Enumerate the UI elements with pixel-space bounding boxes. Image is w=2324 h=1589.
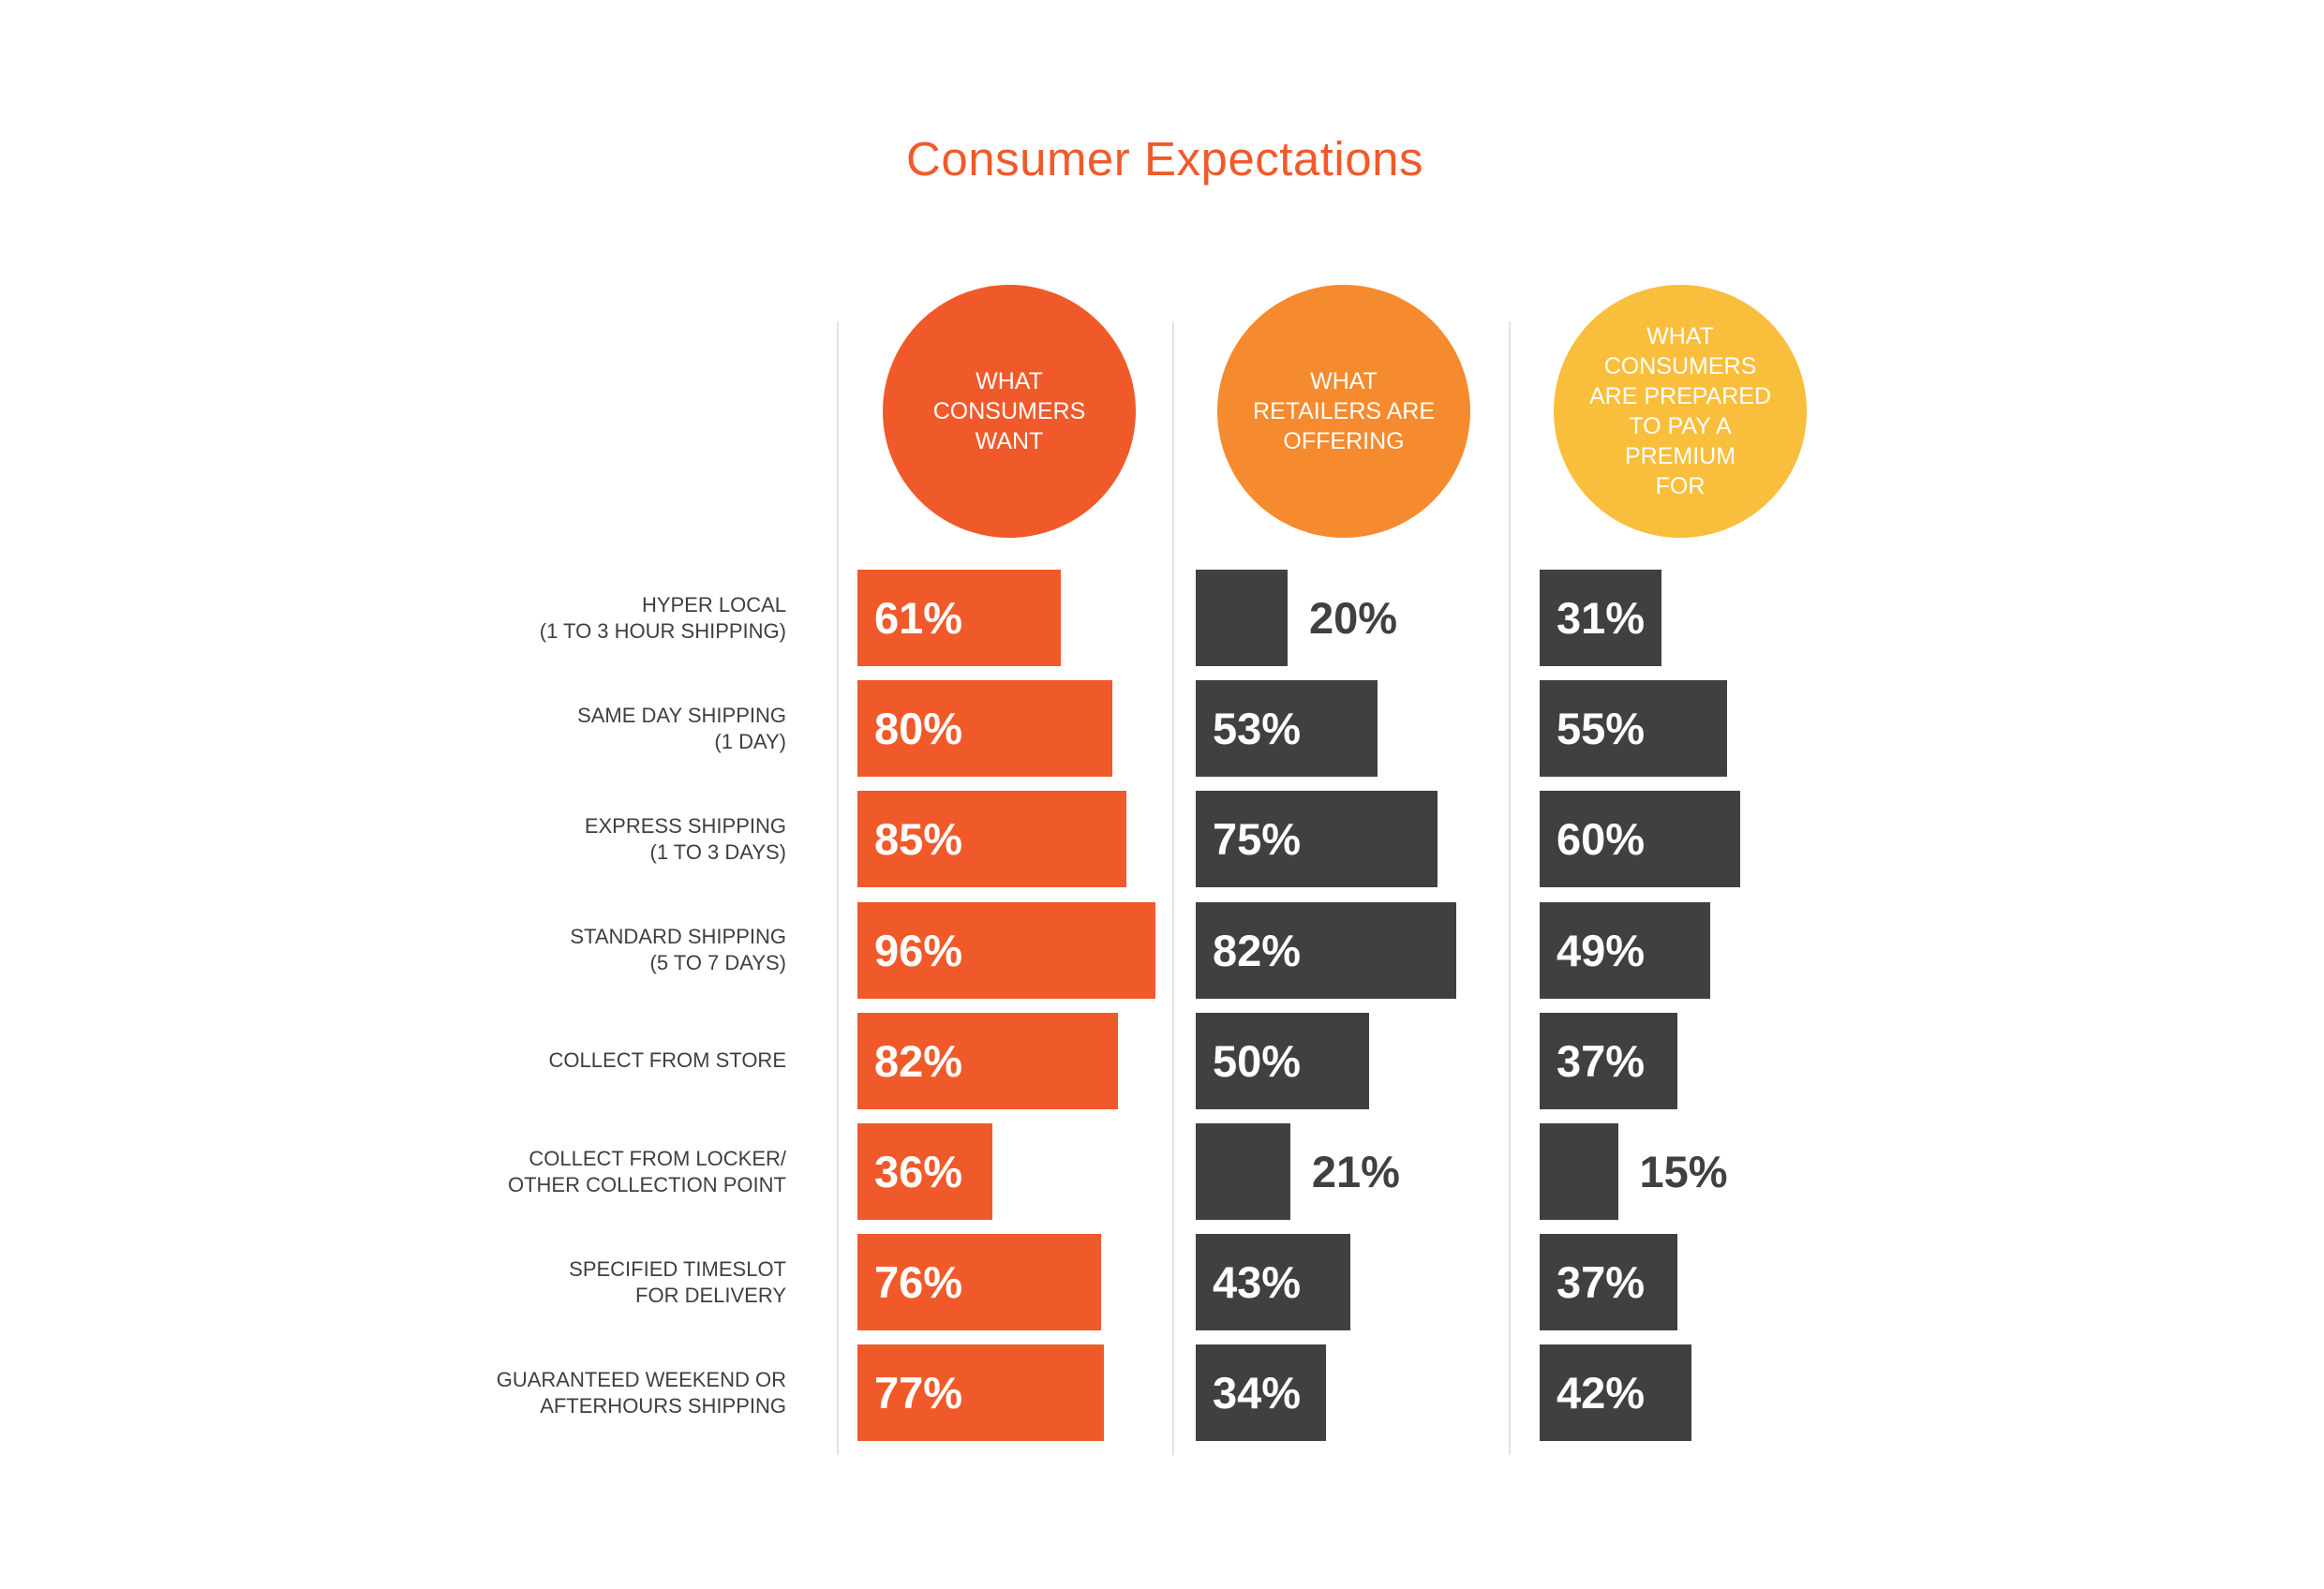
series-header-circle: WHAT RETAILERS ARE OFFERING — [1217, 285, 1470, 538]
series-header-label: WHAT CONSUMERS ARE PREPARED TO PAY A PRE… — [1588, 323, 1772, 499]
bar — [857, 1234, 1102, 1331]
bar-value-label: 75% — [1213, 814, 1302, 865]
bar-value-label: 43% — [1213, 1257, 1302, 1308]
bar — [1196, 1234, 1350, 1331]
chart-title: Consumer Expectations — [906, 132, 1423, 186]
bar — [1540, 1234, 1678, 1331]
category-label-text: STANDARD SHIPPING (5 TO 7 DAYS) — [570, 925, 786, 975]
bar-value-label: 76% — [874, 1257, 963, 1308]
bar — [1540, 1012, 1678, 1109]
category-label-text: EXPRESS SHIPPING (1 TO 3 DAYS) — [584, 813, 786, 864]
category-label-text: SPECIFIED TIMESLOT FOR DELIVERY — [569, 1256, 786, 1307]
bar — [857, 1012, 1118, 1109]
category-label-text: SAME DAY SHIPPING (1 DAY) — [577, 703, 786, 753]
series-header-label: WHAT RETAILERS ARE OFFERING — [1252, 368, 1436, 454]
bar-value-label: 96% — [874, 925, 963, 975]
bar — [1196, 1344, 1326, 1442]
bar — [1196, 680, 1378, 778]
category-label-text: GUARANTEED WEEKEND OR AFTERHOURS SHIPPIN… — [496, 1367, 786, 1418]
bar-value-label: 53% — [1213, 704, 1302, 754]
bar-value-label: 34% — [1213, 1368, 1302, 1418]
bar-value-label: 37% — [1557, 1257, 1646, 1308]
category-label: SAME DAY SHIPPING (1 DAY) — [393, 680, 786, 777]
bar-value-label: 36% — [874, 1147, 963, 1196]
bar — [857, 901, 1156, 999]
bar — [857, 1123, 993, 1220]
bar — [1540, 1123, 1618, 1220]
category-label-text: COLLECT FROM LOCKER/ OTHER COLLECTION PO… — [507, 1146, 786, 1196]
bar — [1540, 791, 1740, 888]
category-label: COLLECT FROM STORE — [393, 1013, 786, 1109]
bar-value-label: 31% — [1557, 593, 1646, 643]
bar-value-label: 42% — [1557, 1368, 1646, 1418]
bar-value-label: 85% — [874, 814, 963, 865]
bar-value-label: 15% — [1639, 1147, 1728, 1196]
bar — [857, 680, 1112, 778]
column-divider — [1509, 321, 1511, 1455]
series-header-circle: WHAT CONSUMERS ARE PREPARED TO PAY A PRE… — [1554, 285, 1807, 538]
bar — [857, 570, 1061, 666]
bar — [1196, 570, 1288, 666]
series-header-label: WHAT CONSUMERS WANT — [932, 368, 1086, 454]
category-label: SPECIFIED TIMESLOT FOR DELIVERY — [393, 1234, 786, 1330]
bar — [1540, 680, 1727, 778]
bar-value-label: 49% — [1557, 925, 1646, 975]
category-label-text: COLLECT FROM STORE — [548, 1048, 786, 1073]
category-label: HYPER LOCAL (1 TO 3 HOUR SHIPPING) — [393, 570, 786, 666]
bar — [1540, 1344, 1691, 1442]
bar-value-label: 82% — [874, 1035, 963, 1086]
bar — [1540, 901, 1711, 999]
bar — [1196, 791, 1438, 888]
category-label: COLLECT FROM LOCKER/ OTHER COLLECTION PO… — [393, 1123, 786, 1220]
bar-value-label: 37% — [1557, 1035, 1646, 1086]
bar — [1196, 901, 1456, 999]
bar — [1540, 570, 1661, 666]
bar-value-label: 82% — [1213, 925, 1302, 975]
category-label: GUARANTEED WEEKEND OR AFTERHOURS SHIPPIN… — [393, 1344, 786, 1441]
column-divider — [837, 321, 839, 1455]
column-divider — [1172, 321, 1174, 1455]
bar-value-label: 60% — [1557, 814, 1646, 865]
bar-value-label: 61% — [874, 593, 963, 643]
bar-value-label: 80% — [874, 704, 963, 754]
category-label-text: HYPER LOCAL (1 TO 3 HOUR SHIPPING) — [539, 592, 786, 643]
category-label: EXPRESS SHIPPING (1 TO 3 DAYS) — [393, 791, 786, 887]
bar-value-label: 20% — [1309, 593, 1398, 643]
bar — [857, 1344, 1105, 1442]
bar — [857, 791, 1126, 888]
bar — [1196, 1012, 1369, 1109]
bar-value-label: 21% — [1311, 1147, 1400, 1196]
bar — [1196, 1123, 1290, 1220]
bar-value-label: 55% — [1557, 704, 1646, 754]
bar-value-label: 50% — [1213, 1035, 1302, 1086]
category-label: STANDARD SHIPPING (5 TO 7 DAYS) — [393, 902, 786, 999]
series-header-circle: WHAT CONSUMERS WANT — [883, 285, 1136, 538]
bar-value-label: 77% — [874, 1368, 963, 1418]
